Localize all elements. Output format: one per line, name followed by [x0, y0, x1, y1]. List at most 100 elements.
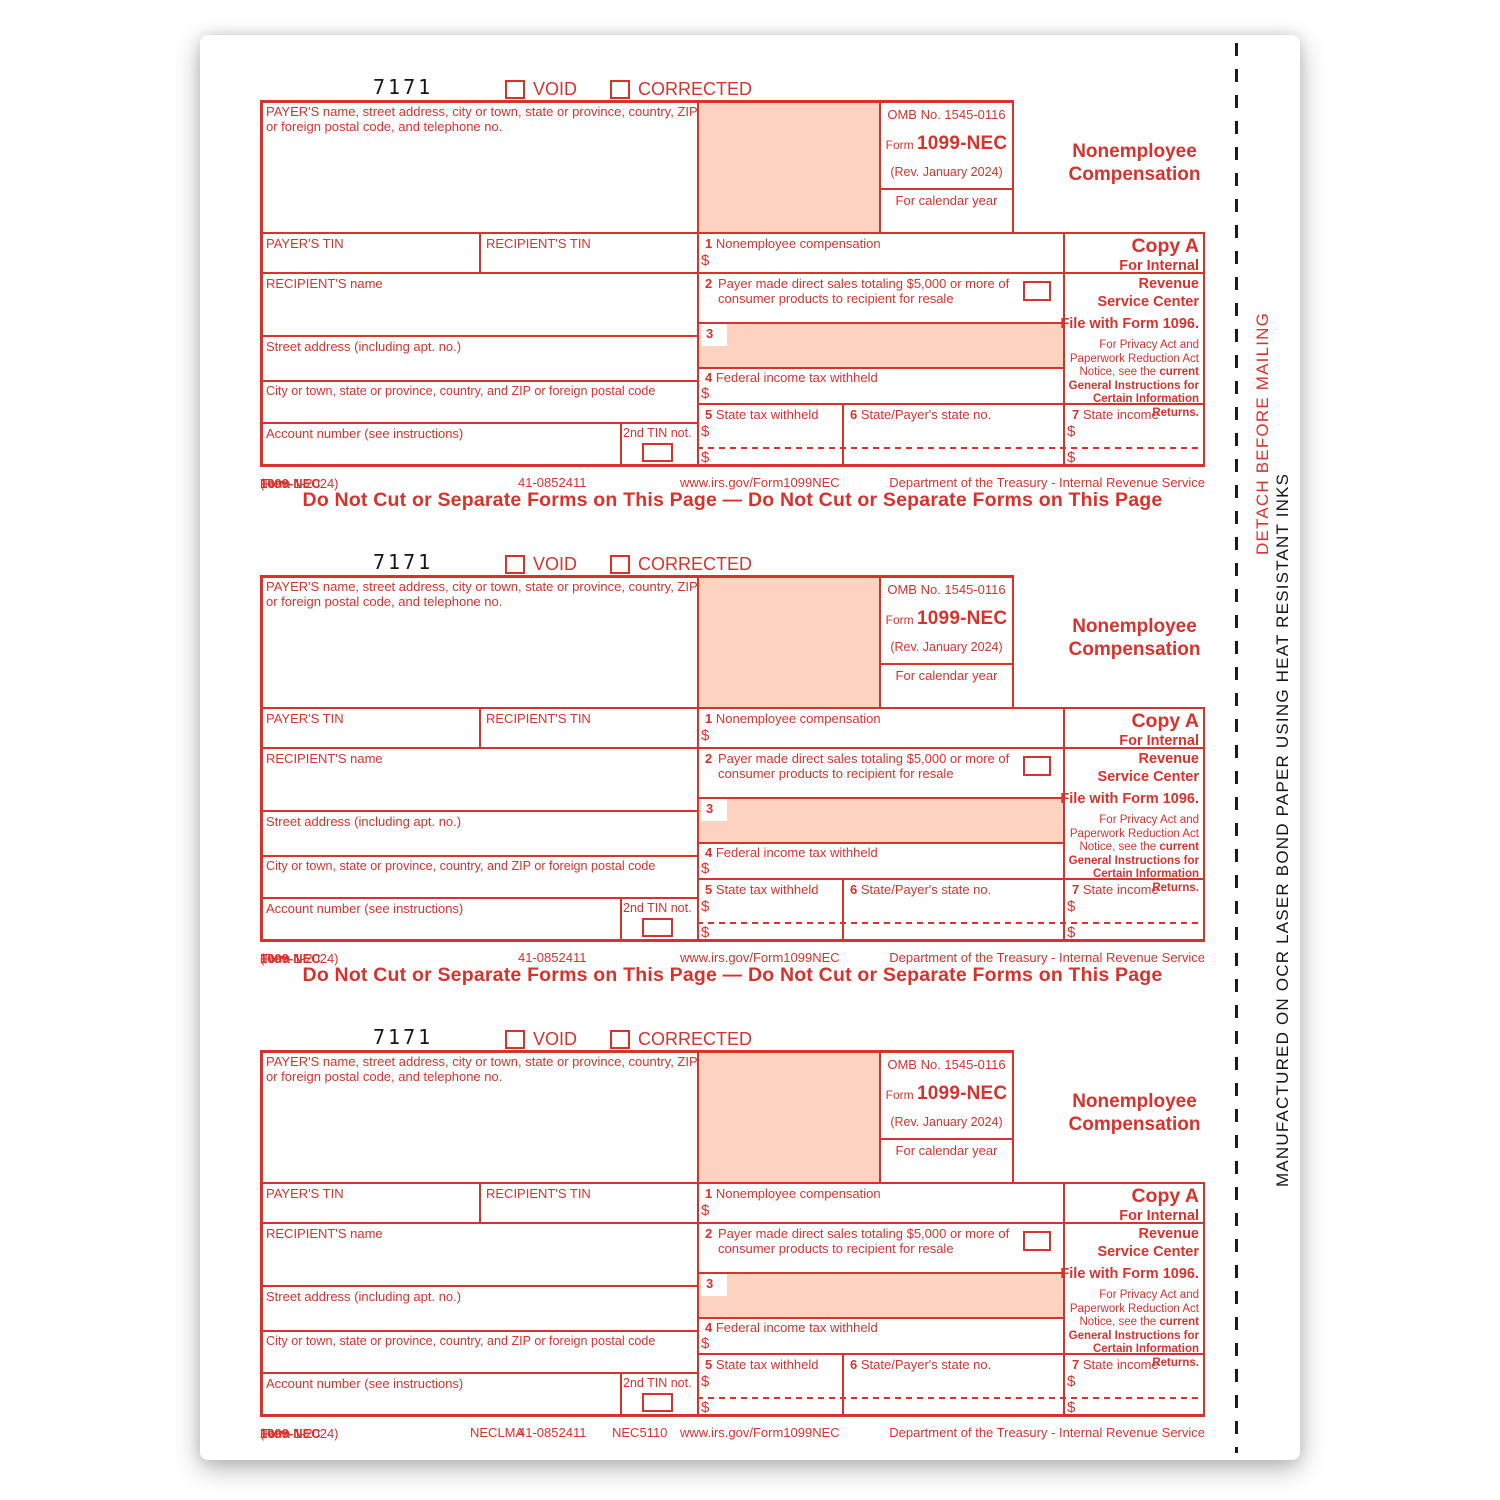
box2-number: 2	[705, 1226, 713, 1241]
form-number: 1099-NEC	[917, 133, 1008, 154]
form-footer: Form 1099-NEC (Rev. 1-2024) 41-0852411 w…	[260, 475, 1205, 491]
grid-line	[1063, 707, 1065, 942]
grid-line	[697, 842, 1065, 844]
box1-number: 1	[705, 1186, 713, 1201]
corrected-checkbox[interactable]	[610, 555, 630, 574]
footer-irs-url[interactable]: www.irs.gov/Form1099NEC	[680, 950, 840, 965]
grid-line	[1203, 1182, 1205, 1417]
form-title: Nonemployee Compensation	[1066, 1090, 1203, 1136]
form-number-heading: Form 1099-NEC	[881, 1083, 1012, 1105]
grid-line	[697, 1317, 1065, 1319]
city-label: City or town, state or province, country…	[266, 384, 656, 398]
box2-checkbox[interactable]	[1023, 1231, 1051, 1251]
form-title-line1: Nonemployee	[1072, 616, 1197, 637]
print-control-number: 7171	[373, 550, 434, 574]
box4-label: 4 Federal income tax withheld	[705, 1320, 878, 1335]
omb-number: OMB No. 1545-0116	[887, 1057, 1006, 1072]
grid-line	[620, 422, 622, 467]
recipient-name-label: RECIPIENT'S name	[266, 751, 383, 766]
footer-irs-url[interactable]: www.irs.gov/Form1099NEC	[680, 475, 840, 490]
grid-line	[879, 575, 881, 707]
corrected-label: CORRECTED	[638, 554, 753, 574]
form-title-line1: Nonemployee	[1072, 141, 1197, 162]
corrected-checkbox[interactable]	[610, 80, 630, 99]
void-label: VOID	[533, 1029, 578, 1049]
street-address-label: Street address (including apt. no.)	[266, 814, 462, 829]
box4-number: 4	[705, 1320, 713, 1335]
shaded-fill-box3	[699, 324, 1063, 367]
grid-line	[260, 939, 1205, 942]
payer-info-label: PAYER'S name, street address, city or to…	[266, 579, 698, 609]
copy-a-line2: Service Center	[1097, 1244, 1199, 1260]
recipient-tin-label: RECIPIENT'S TIN	[486, 1186, 591, 1201]
city-label: City or town, state or province, country…	[266, 1334, 656, 1348]
form-grid: 3 PAYER'S name, street	[260, 575, 1205, 942]
box7-label: 7 State income	[1072, 882, 1159, 897]
grid-line	[697, 575, 699, 942]
footer-irs-url[interactable]: www.irs.gov/Form1099NEC	[680, 1425, 840, 1440]
form-number-heading: Form 1099-NEC	[881, 608, 1012, 630]
grid-line	[260, 897, 699, 899]
footer-revision: (Rev. 1-2024)	[260, 1426, 339, 1441]
box1-dollar-sign: $	[701, 1202, 710, 1219]
recipient-name-label: RECIPIENT'S name	[266, 1226, 383, 1241]
copy-a-line2: Service Center	[1097, 769, 1199, 785]
footer-department: Department of the Treasury - Internal Re…	[889, 950, 1205, 965]
grid-line	[260, 1414, 1205, 1417]
print-control-number: 7171	[373, 1025, 434, 1049]
detach-before-mailing-edge-text: DETACH BEFORE MAILING	[1253, 311, 1272, 555]
form-title-line1: Nonemployee	[1072, 1091, 1197, 1112]
footer-form-number: 1099-NEC	[260, 951, 321, 966]
payer-info-label: PAYER'S name, street address, city or to…	[266, 1054, 698, 1084]
box1-label: 1 Nonemployee compensation	[705, 1186, 881, 1201]
form-footer: Form 1099-NEC (Rev. 1-2024) NECLMA 41-08…	[260, 1425, 1205, 1441]
box5-dollar-sign: $	[701, 924, 710, 941]
footer-print-code: 41-0852411	[518, 1425, 587, 1440]
form-footer: Form 1099-NEC (Rev. 1-2024) 41-0852411 w…	[260, 950, 1205, 966]
copy-a-title: Copy A	[1131, 710, 1199, 732]
void-checkbox[interactable]	[505, 555, 525, 574]
copy-a-file-with: File with Form 1096.	[1060, 316, 1199, 332]
grid-line	[697, 1272, 1065, 1274]
box2-number: 2	[705, 276, 713, 291]
copy-a-block: Copy A For Internal Revenue Service Cent…	[1055, 711, 1199, 895]
shaded-fill-top	[699, 578, 879, 707]
second-tin-label: 2nd TIN not.	[623, 1376, 692, 1390]
box3-number: 3	[701, 799, 727, 821]
second-tin-checkbox[interactable]	[642, 1393, 673, 1412]
form-1099nec-copy-a: 7171 VOID CORRECTED 3	[260, 1025, 1205, 1465]
omb-number: OMB No. 1545-0116	[887, 107, 1006, 122]
corrected-label: CORRECTED	[638, 79, 753, 99]
void-checkbox[interactable]	[505, 1030, 525, 1049]
shaded-fill-box3	[699, 799, 1063, 842]
second-tin-checkbox[interactable]	[642, 443, 673, 462]
corrected-checkbox[interactable]	[610, 1030, 630, 1049]
entry-dashed-line	[697, 922, 1205, 924]
payer-tin-label: PAYER'S TIN	[266, 711, 344, 726]
grid-line	[260, 380, 699, 382]
copy-a-block: Copy A For Internal Revenue Service Cent…	[1055, 1186, 1199, 1370]
copy-a-block: Copy A For Internal Revenue Service Cent…	[1055, 236, 1199, 420]
grid-line	[879, 663, 1012, 665]
box5-dollar-sign: $	[701, 1373, 710, 1390]
footer-code-right: NEC5110	[612, 1425, 668, 1440]
grid-line	[260, 855, 699, 857]
form-number: 1099-NEC	[917, 1083, 1008, 1104]
city-label: City or town, state or province, country…	[266, 859, 656, 873]
footer-revision: (Rev. 1-2024)	[260, 951, 339, 966]
grid-line	[260, 272, 1205, 274]
void-checkbox[interactable]	[505, 80, 525, 99]
second-tin-checkbox[interactable]	[642, 918, 673, 937]
box2-checkbox[interactable]	[1023, 281, 1051, 301]
box1-label: 1 Nonemployee compensation	[705, 236, 881, 251]
box2-checkbox[interactable]	[1023, 756, 1051, 776]
grid-line	[697, 797, 1065, 799]
copy-a-line1: For Internal Revenue	[1119, 258, 1199, 292]
account-number-label: Account number (see instructions)	[266, 426, 464, 441]
corrected-label: CORRECTED	[638, 1029, 753, 1049]
manufactured-edge-text: MANUFACTURED ON OCR LASER BOND PAPER USI…	[1273, 472, 1292, 1187]
grid-line	[260, 232, 1205, 234]
box5-label: 5 State tax withheld	[705, 1357, 819, 1372]
revision-date: (Rev. January 2024)	[890, 1115, 1003, 1129]
do-not-cut-warning: Do Not Cut or Separate Forms on This Pag…	[302, 964, 1163, 986]
